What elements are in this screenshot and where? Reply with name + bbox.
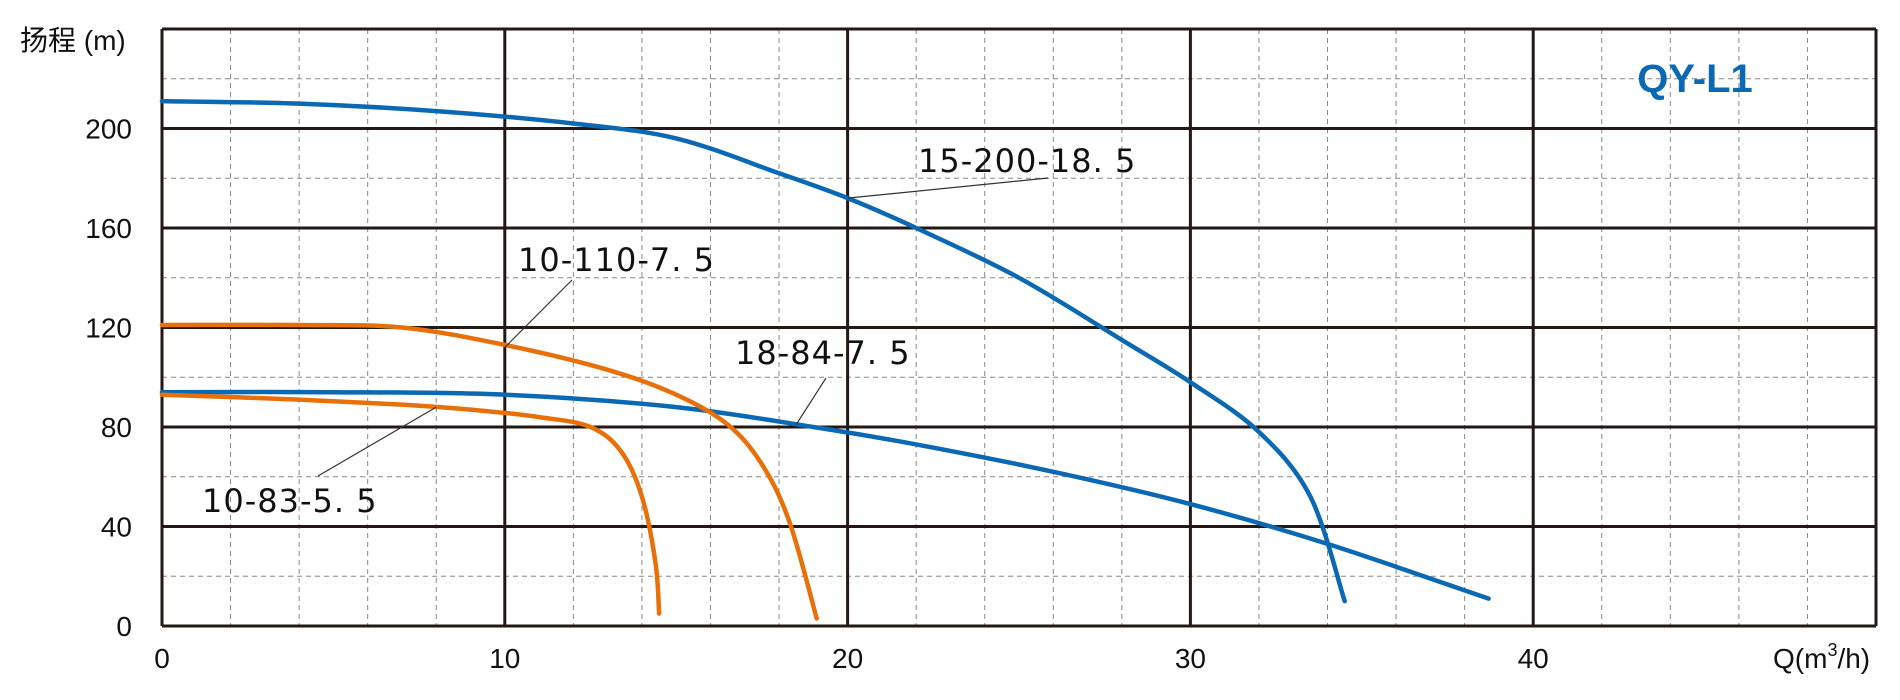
series-curve-2	[159, 322, 819, 621]
y-tick-label: 160	[85, 213, 132, 244]
y-tick-label: 40	[101, 512, 132, 543]
x-axis-title-superscript: 3	[1827, 640, 1837, 660]
y-axis-title: 扬程 (m)	[20, 25, 126, 56]
annotation-leader-line	[504, 279, 573, 348]
annotation-leader-line	[847, 177, 1049, 199]
x-tick-label: 10	[489, 643, 520, 674]
x-tick-label: 0	[154, 643, 170, 674]
x-tick-label: 30	[1175, 643, 1206, 674]
x-axis-title: Q(m3/h)	[1773, 640, 1870, 674]
major-grid	[160, 27, 1878, 628]
series-label: 15-200-18. 5	[918, 142, 1136, 180]
x-axis-title-base: Q(m	[1773, 643, 1827, 674]
y-tick-label: 80	[101, 412, 132, 443]
series-curve-3	[159, 392, 662, 616]
chart-title: QY-L1	[1637, 57, 1753, 101]
annotation-leaders	[317, 177, 1049, 477]
x-tick-label: 40	[1518, 643, 1549, 674]
tick-labels: 0 10 20 30 40 0 40 80 120 160 200	[85, 114, 1548, 675]
series-labels: 15-200-18. 5 10-110-7. 5 18-84-7. 5 10-83-5…	[202, 142, 1136, 520]
series-curve-0	[159, 98, 1347, 604]
x-tick-label: 20	[832, 643, 863, 674]
annotation-leader-line	[795, 377, 827, 425]
x-axis-title-end: /h)	[1837, 643, 1870, 674]
series-curves	[159, 98, 1491, 621]
y-tick-label: 0	[116, 611, 132, 642]
y-tick-label: 120	[85, 313, 132, 344]
series-label: 10-110-7. 5	[518, 241, 715, 279]
y-tick-label: 200	[85, 114, 132, 145]
series-label: 18-84-7. 5	[735, 334, 911, 372]
series-label: 10-83-5. 5	[202, 482, 378, 520]
annotation-leader-line	[317, 406, 437, 477]
series-curve-1	[159, 389, 1491, 601]
